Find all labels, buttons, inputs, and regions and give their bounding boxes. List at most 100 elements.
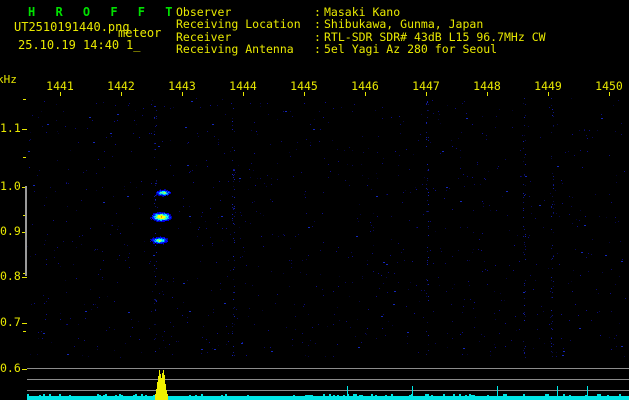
echo-pixel [165, 214, 166, 215]
noise-pixel [514, 245, 515, 246]
amplitude-bar [513, 396, 515, 400]
noise-streak-pixel [553, 179, 554, 180]
echo-pixel [159, 212, 160, 213]
amplitude-bar [603, 396, 605, 400]
amplitude-bar [367, 396, 369, 400]
echo-pixel [159, 218, 160, 219]
noise-pixel [597, 130, 598, 131]
noise-pixel [337, 344, 338, 345]
noise-streak-pixel [524, 242, 525, 243]
metadata-row: Observer: Masaki Kano [176, 6, 546, 19]
noise-pixel [230, 151, 231, 152]
noise-pixel [57, 247, 58, 248]
noise-pixel [81, 244, 82, 245]
amplitude-bar [477, 396, 479, 400]
noise-pixel [334, 314, 335, 315]
echo-pixel [153, 242, 154, 243]
amplitude-bar [99, 395, 101, 400]
amplitude-bar [229, 396, 231, 400]
amplitude-bar [563, 394, 565, 400]
noise-pixel [322, 213, 323, 214]
noise-pixel [481, 334, 482, 335]
echo-pixel [160, 220, 161, 221]
noise-pixel [198, 229, 199, 230]
noise-pixel [613, 105, 614, 106]
noise-streak-pixel [428, 104, 429, 105]
noise-pixel [370, 231, 371, 232]
echo-pixel [160, 242, 161, 243]
noise-speck [214, 349, 216, 350]
echo-pixel [155, 215, 156, 216]
noise-pixel [283, 111, 284, 112]
amplitude-bar [269, 396, 271, 400]
noise-pixel [232, 125, 233, 126]
noise-streak-pixel [232, 333, 233, 334]
noise-pixel [130, 182, 131, 183]
amplitude-bar [307, 395, 309, 400]
noise-streak-pixel [234, 169, 235, 170]
echo-pixel [161, 221, 162, 222]
noise-pixel [383, 158, 384, 159]
amplitude-bar [327, 396, 329, 400]
noise-pixel [572, 291, 573, 292]
amplitude-bar [627, 396, 629, 400]
echo-pixel [167, 215, 168, 216]
noise-pixel [170, 322, 171, 323]
noise-pixel [178, 228, 179, 229]
amplitude-bar [303, 396, 305, 400]
noise-pixel [420, 134, 421, 135]
noise-pixel [622, 259, 623, 260]
noise-pixel [231, 103, 232, 104]
noise-pixel [216, 262, 217, 263]
amplitude-bar [245, 396, 247, 400]
amplitude-bar [383, 396, 385, 400]
x-axis-tick-mark [609, 92, 610, 96]
noise-pixel [376, 296, 377, 297]
noise-pixel [561, 314, 562, 315]
echo-pixel [163, 193, 164, 194]
noise-pixel [164, 331, 165, 332]
noise-pixel [585, 216, 586, 217]
amplitude-bar [227, 396, 229, 400]
amplitude-bar [203, 396, 205, 400]
noise-pixel [381, 275, 382, 276]
echo-pixel [161, 215, 162, 216]
amplitude-bar [605, 396, 607, 400]
noise-streak-pixel [155, 195, 156, 196]
amplitude-bar [351, 396, 353, 400]
noise-pixel [37, 175, 38, 176]
noise-pixel [295, 236, 296, 237]
noise-speck [221, 216, 223, 217]
noise-pixel [183, 198, 184, 199]
amplitude-bar [519, 396, 521, 400]
noise-pixel [537, 329, 538, 330]
noise-pixel [172, 297, 173, 298]
noise-pixel [602, 272, 603, 273]
amplitude-bar [31, 396, 33, 400]
noise-pixel [47, 234, 48, 235]
noise-pixel [102, 277, 103, 278]
amplitude-bar [577, 396, 579, 400]
noise-pixel [405, 190, 406, 191]
noise-pixel [582, 167, 583, 168]
echo-pixel [153, 213, 154, 214]
amplitude-bar [409, 395, 411, 400]
echo-pixel [155, 216, 156, 217]
amplitude-bar [313, 396, 315, 400]
echo-pixel [159, 195, 160, 196]
noise-pixel [399, 116, 400, 117]
noise-pixel [540, 137, 541, 138]
noise-pixel [474, 184, 475, 185]
noise-pixel [30, 139, 31, 140]
noise-pixel [490, 351, 491, 352]
noise-pixel [97, 346, 98, 347]
noise-pixel [222, 228, 223, 229]
amplitude-bar [425, 394, 427, 400]
noise-pixel [81, 200, 82, 201]
noise-pixel [234, 324, 235, 325]
echo-pixel [164, 238, 165, 239]
noise-pixel [38, 117, 39, 118]
noise-pixel [179, 211, 180, 212]
noise-pixel [451, 304, 452, 305]
noise-pixel [70, 150, 71, 151]
